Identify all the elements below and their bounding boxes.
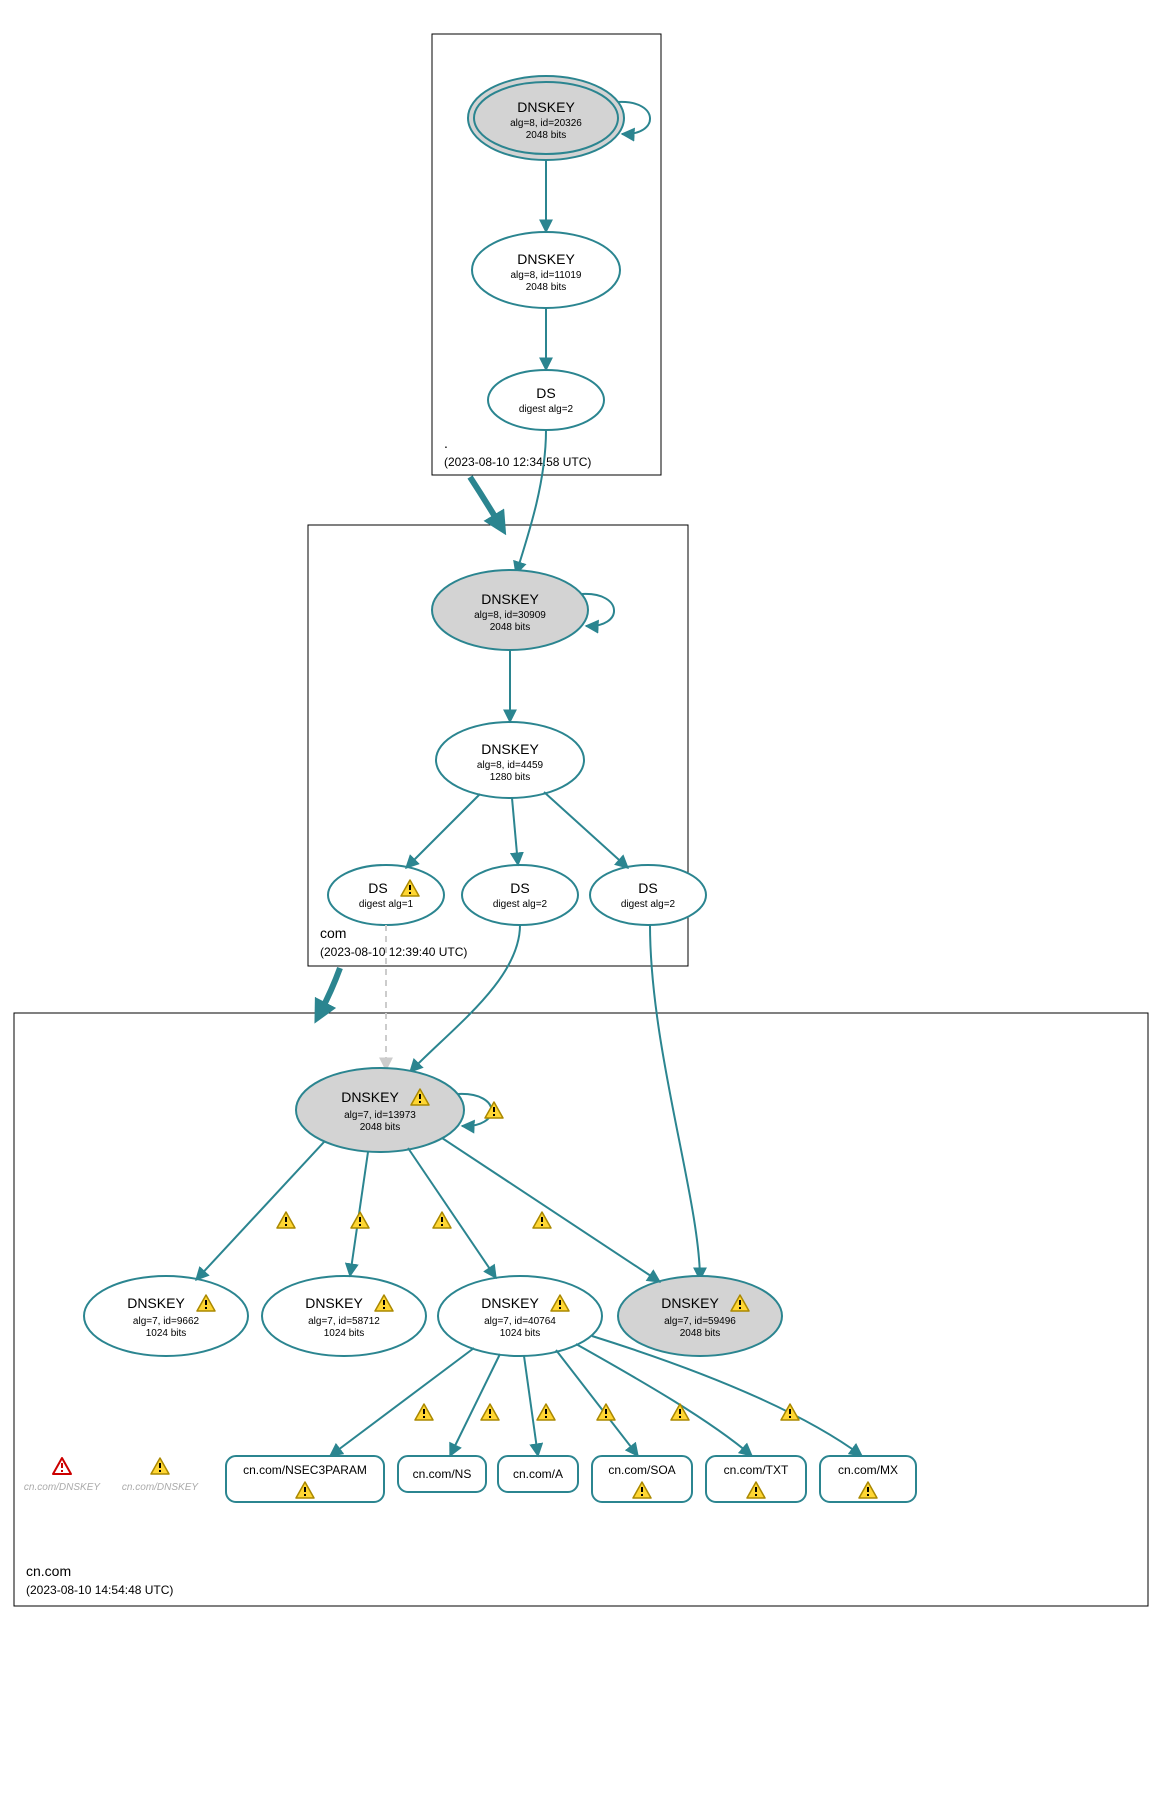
svg-text:alg=7, id=58712: alg=7, id=58712 [308,1316,380,1327]
svg-text:2048 bits: 2048 bits [360,1122,401,1133]
edge-cnksk-k3 [408,1148,496,1278]
node-cn-k4: DNSKEY alg=7, id=59496 2048 bits [618,1276,782,1356]
zone-cn-label: cn.com [26,1563,71,1579]
rr-txt: cn.com/TXT [706,1456,806,1502]
svg-text:digest alg=2: digest alg=2 [519,404,574,415]
svg-text:DNSKEY: DNSKEY [305,1295,363,1311]
svg-text:DNSKEY: DNSKEY [481,741,539,757]
svg-text:digest alg=1: digest alg=1 [359,899,414,910]
warning-icon [415,1404,433,1420]
node-root-zsk: DNSKEY alg=8, id=11019 2048 bits [472,232,620,308]
zone-root-time: (2023-08-10 12:34:58 UTC) [444,455,591,469]
svg-text:DS: DS [368,880,387,896]
node-cn-k2: DNSKEY alg=7, id=58712 1024 bits [262,1276,426,1356]
warning-icon [537,1404,555,1420]
svg-text:DNSKEY: DNSKEY [517,251,575,267]
rr-nsec3param: cn.com/NSEC3PARAM [226,1456,384,1502]
svg-text:cn.com/NSEC3PARAM: cn.com/NSEC3PARAM [243,1463,367,1477]
stray-dnskey-1: cn.com/DNSKEY [24,1458,101,1493]
edge-k3-nsec3 [330,1348,474,1456]
node-root-ksk: DNSKEY alg=8, id=20326 2048 bits [468,76,624,160]
warning-icon [671,1404,689,1420]
zone-root-label: . [444,435,448,451]
svg-text:alg=7, id=40764: alg=7, id=40764 [484,1316,556,1327]
rr-a: cn.com/A [498,1456,578,1492]
warning-icon [533,1212,551,1228]
svg-text:cn.com/A: cn.com/A [513,1467,563,1481]
svg-text:1024 bits: 1024 bits [324,1328,365,1339]
svg-text:alg=7, id=9662: alg=7, id=9662 [133,1316,200,1327]
svg-text:cn.com/MX: cn.com/MX [838,1463,898,1477]
svg-text:2048 bits: 2048 bits [490,622,531,633]
warning-icon [351,1212,369,1228]
edge-k3-ns [450,1354,500,1456]
edge-rootds-comksk [516,430,546,574]
svg-text:digest alg=2: digest alg=2 [621,899,676,910]
svg-text:cn.com/TXT: cn.com/TXT [724,1463,789,1477]
rr-soa: cn.com/SOA [592,1456,692,1502]
edge-k3-soa [556,1350,638,1456]
error-icon [53,1458,71,1474]
deleg-root-com [470,477,500,525]
edge-cnksk-k4 [442,1138,660,1282]
svg-text:DNSKEY: DNSKEY [481,1295,539,1311]
edge-comzsk-ds3 [544,792,628,868]
edge-comzsk-ds1 [406,794,480,868]
svg-text:cn.com/NS: cn.com/NS [413,1467,472,1481]
zone-com-label: com [320,925,346,941]
stray-dnskey-2: cn.com/DNSKEY [122,1458,199,1493]
svg-text:2048 bits: 2048 bits [680,1328,721,1339]
svg-text:cn.com/DNSKEY: cn.com/DNSKEY [24,1482,101,1493]
svg-text:DNSKEY: DNSKEY [661,1295,719,1311]
edge-k3-a [524,1356,538,1456]
svg-text:alg=8, id=30909: alg=8, id=30909 [474,610,546,621]
node-cn-k1: DNSKEY alg=7, id=9662 1024 bits [84,1276,248,1356]
warning-icon [485,1102,503,1118]
svg-text:DNSKEY: DNSKEY [517,99,575,115]
node-com-ds1: DS digest alg=1 [328,865,444,925]
zone-cn-time: (2023-08-10 14:54:48 UTC) [26,1583,173,1597]
svg-text:1024 bits: 1024 bits [500,1328,541,1339]
warning-icon [433,1212,451,1228]
node-root-ds: DS digest alg=2 [488,370,604,430]
warning-icon [781,1404,799,1420]
edge-ds3-cnk4 [650,925,700,1280]
edge-cnksk-k1 [196,1142,324,1280]
rr-mx: cn.com/MX [820,1456,916,1502]
svg-text:2048 bits: 2048 bits [526,130,567,141]
warning-icon [277,1212,295,1228]
dnssec-diagram: . (2023-08-10 12:34:58 UTC) com (2023-08… [0,0,1163,1796]
warning-icon [151,1458,169,1474]
svg-text:2048 bits: 2048 bits [526,282,567,293]
svg-text:1024 bits: 1024 bits [146,1328,187,1339]
warning-icon [481,1404,499,1420]
node-com-zsk: DNSKEY alg=8, id=4459 1280 bits [436,722,584,798]
rr-ns: cn.com/NS [398,1456,486,1492]
svg-text:DS: DS [536,385,555,401]
svg-text:DS: DS [638,880,657,896]
svg-text:DNSKEY: DNSKEY [481,591,539,607]
svg-text:cn.com/DNSKEY: cn.com/DNSKEY [122,1482,199,1493]
svg-text:alg=8, id=11019: alg=8, id=11019 [511,270,582,281]
node-com-ksk: DNSKEY alg=8, id=30909 2048 bits [432,570,588,650]
edge-comzsk-ds2 [512,798,518,865]
svg-text:DS: DS [510,880,529,896]
zone-com-time: (2023-08-10 12:39:40 UTC) [320,945,467,959]
svg-text:digest alg=2: digest alg=2 [493,899,548,910]
deleg-com-cn [320,968,340,1013]
node-com-ds2: DS digest alg=2 [462,865,578,925]
svg-text:1280 bits: 1280 bits [490,772,531,783]
svg-text:DNSKEY: DNSKEY [127,1295,185,1311]
svg-text:alg=8, id=4459: alg=8, id=4459 [477,760,544,771]
svg-text:alg=7, id=59496: alg=7, id=59496 [664,1316,736,1327]
node-cn-ksk: DNSKEY alg=7, id=13973 2048 bits [296,1068,464,1152]
svg-text:alg=8, id=20326: alg=8, id=20326 [510,118,582,129]
svg-text:cn.com/SOA: cn.com/SOA [608,1463,675,1477]
node-com-ds3: DS digest alg=2 [590,865,706,925]
svg-text:alg=7, id=13973: alg=7, id=13973 [344,1110,416,1121]
svg-text:DNSKEY: DNSKEY [341,1089,399,1105]
